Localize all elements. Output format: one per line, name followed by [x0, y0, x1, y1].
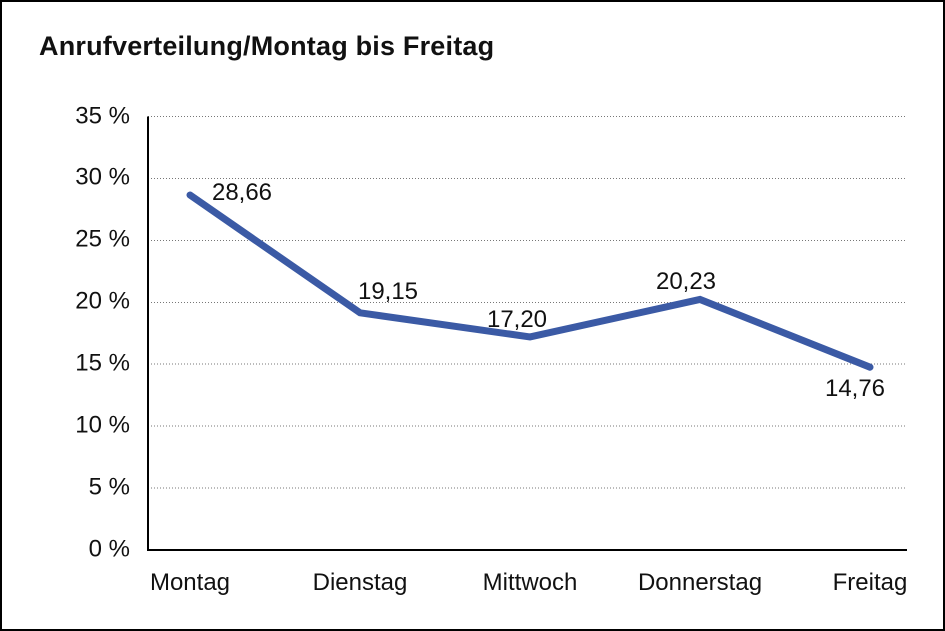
- chart-title: Anrufverteilung/Montag bis Freitag: [39, 31, 495, 61]
- data-point-label: 19,15: [357, 277, 419, 305]
- y-tick-label: 35 %: [75, 101, 130, 129]
- y-tick-label: 15 %: [75, 349, 130, 377]
- x-category-label: Mittwoch: [482, 569, 578, 596]
- data-line: [186, 191, 874, 371]
- data-point-label: 17,20: [486, 305, 548, 333]
- y-tick-label: 20 %: [75, 287, 130, 315]
- x-category-label: Donnerstag: [637, 569, 763, 596]
- y-tick-label: 0 %: [88, 535, 130, 563]
- data-point-label: 20,23: [655, 268, 717, 296]
- data-point-label: 28,66: [211, 179, 273, 207]
- x-category-label: Montag: [149, 569, 231, 596]
- y-tick-label: 30 %: [75, 163, 130, 191]
- x-category-label: Dienstag: [312, 569, 408, 596]
- y-tick-label: 10 %: [75, 411, 130, 439]
- y-tick-label: 25 %: [75, 225, 130, 253]
- y-tick-label: 5 %: [88, 473, 130, 501]
- data-point-label: 14,76: [824, 375, 886, 403]
- x-category-label: Freitag: [832, 569, 908, 596]
